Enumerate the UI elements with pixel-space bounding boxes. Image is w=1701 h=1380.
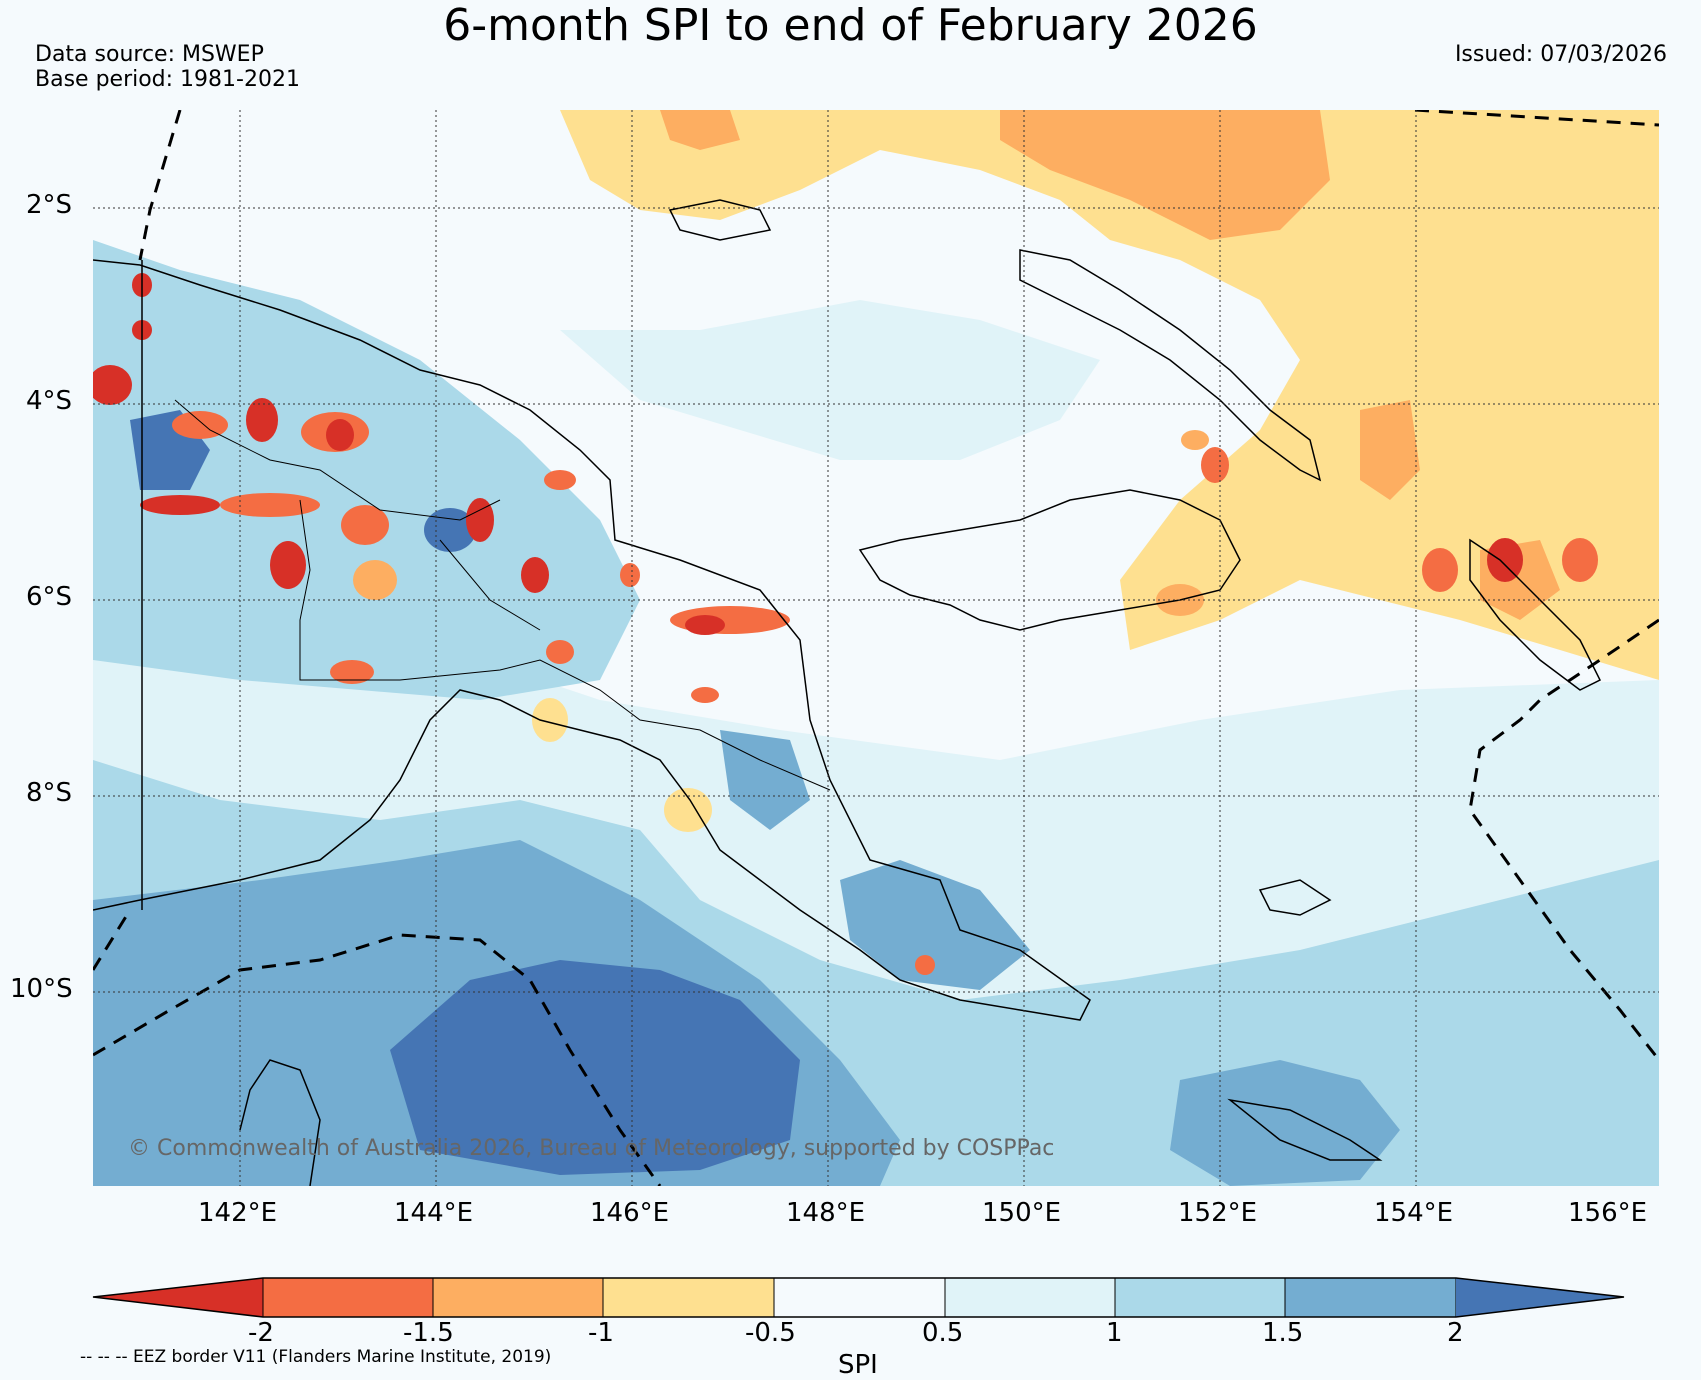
colorbar-tick: -1.5	[403, 1318, 454, 1348]
graticule	[93, 110, 1659, 1186]
colorbar-tick: 1.5	[1262, 1318, 1304, 1348]
coastlines	[93, 199, 1602, 1186]
colorbar-tick: 2	[1447, 1318, 1464, 1348]
eez-note: -- -- -- EEZ border V11 (Flanders Marine…	[80, 1347, 552, 1367]
spi-region-west-blue	[93, 240, 640, 700]
colorbar-extend-low	[93, 1278, 263, 1317]
lon-label: 156°E	[1568, 1198, 1648, 1228]
colorbar-tick: -0.5	[745, 1318, 796, 1348]
spi-region-milne-bay-blue	[840, 860, 1030, 990]
lat-label: 8°S	[26, 778, 73, 808]
lon-label: 144°E	[394, 1198, 474, 1228]
spi-region-north-orange	[1000, 110, 1330, 240]
copyright: © Commonwealth of Australia 2026, Bureau…	[128, 1136, 1055, 1161]
colorbar-bin	[262, 1277, 434, 1318]
spi-region-solomon-sea-mid	[1170, 1060, 1400, 1186]
lon-label: 150°E	[982, 1198, 1062, 1228]
issued-date: Issued: 07/03/2026	[1454, 42, 1667, 67]
colorbar-tick: 0.5	[922, 1318, 964, 1348]
lat-label: 6°S	[26, 582, 73, 612]
colorbar-tick: 1	[1106, 1318, 1123, 1348]
spi-region-coral-sea-deep	[390, 960, 800, 1175]
colorbar-bin	[773, 1277, 946, 1318]
lon-label: 154°E	[1374, 1198, 1454, 1228]
spi-region-north-orange-2	[660, 110, 740, 150]
spi-region-bismarck-light	[560, 300, 1100, 460]
eez-borders	[93, 110, 1659, 1186]
colorbar-bin	[1284, 1277, 1457, 1318]
spi-region-north-yellow	[560, 110, 1659, 680]
colorbar-bin	[1114, 1277, 1286, 1318]
colorbar-bin	[602, 1277, 775, 1318]
lon-label: 148°E	[786, 1198, 866, 1228]
spi-region-gulf-papua-blue	[720, 730, 810, 830]
colorbar-bin	[432, 1277, 604, 1318]
lat-label: 4°S	[26, 386, 73, 416]
colorbar-label: SPI	[838, 1350, 878, 1380]
data-source: Data source: MSWEP	[35, 42, 264, 67]
colorbar	[92, 1277, 1625, 1318]
colorbar-bin	[944, 1277, 1116, 1318]
lat-label: 10°S	[10, 974, 73, 1004]
map-title: 6-month SPI to end of February 2026	[443, 0, 1258, 51]
colorbar-extend-high	[1456, 1278, 1624, 1317]
lat-label: 2°S	[26, 190, 73, 220]
spi-region-new-ireland-orange	[1360, 400, 1420, 500]
lon-label: 146°E	[590, 1198, 670, 1228]
lon-label: 142°E	[198, 1198, 278, 1228]
colorbar-tick: -2	[248, 1318, 274, 1348]
colorbar-tick: -1	[588, 1318, 614, 1348]
lon-label: 152°E	[1178, 1198, 1258, 1228]
metadata-left: Data source: MSWEP Base period: 1981-202…	[35, 42, 300, 92]
map-area	[93, 110, 1659, 1186]
base-period: Base period: 1981-2021	[35, 67, 300, 92]
